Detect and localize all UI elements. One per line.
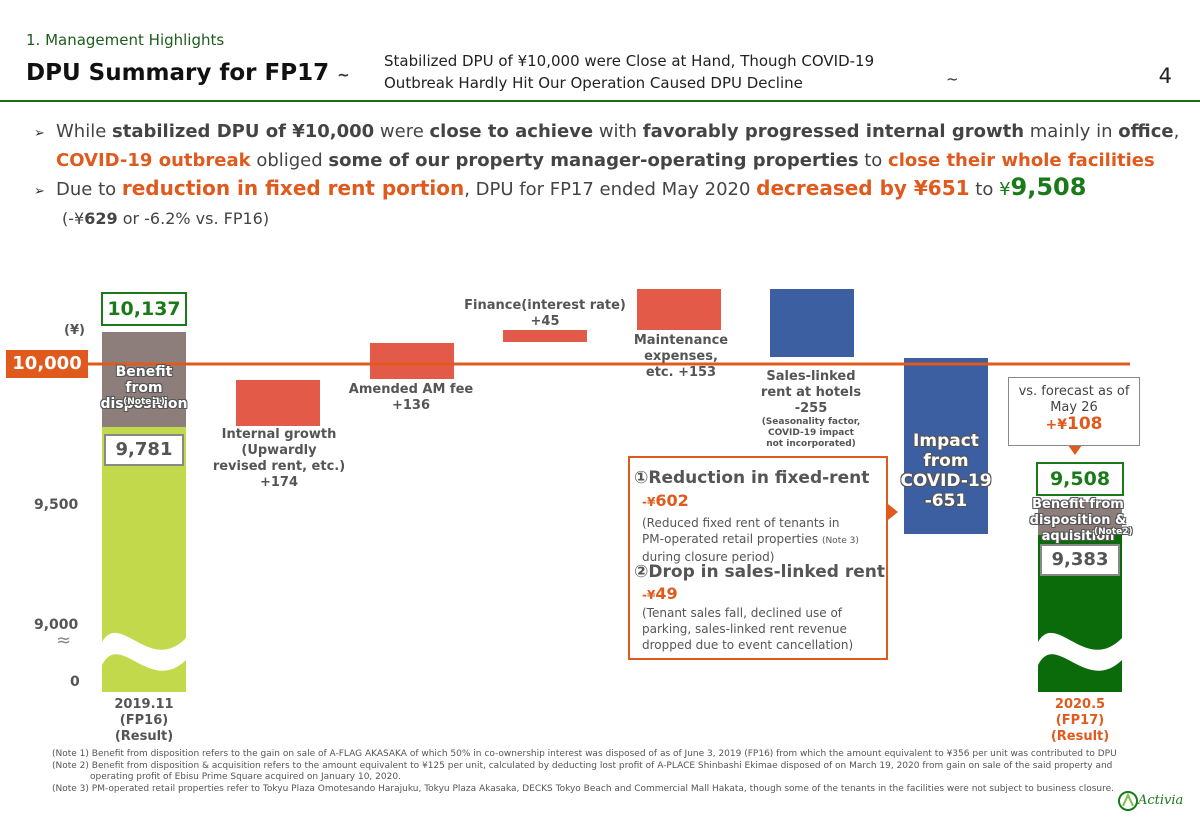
bar-internal-growth — [236, 380, 320, 426]
y-tick-9000: 9,000 — [34, 617, 79, 633]
dpu-waterfall-chart — [88, 289, 1130, 692]
bullet-2-cont: (-¥629 or -6.2% vs. FP16) — [62, 209, 270, 228]
forecast-note: vs. forecast as of May 26 +¥108 — [1008, 377, 1140, 446]
bar-sales-linked-hotels — [770, 289, 854, 357]
internal-growth-label: Internal growth (Upwardly revised rent, … — [212, 427, 346, 490]
logo-text: Activia — [1138, 793, 1184, 808]
page-title: DPU Summary for FP17 ~ — [26, 60, 350, 86]
maintenance-label: Maintenance expenses, etc. +153 — [633, 333, 729, 380]
bullet-arrow-icon: ➢ — [34, 126, 45, 141]
section-label: 1. Management Highlights — [26, 31, 225, 49]
summary-bullets: ➢ While stabilized DPU of ¥10,000 were cl… — [34, 118, 1200, 232]
bullet-arrow-icon: ➢ — [34, 184, 45, 199]
logo-mark-icon — [1118, 791, 1138, 811]
bar-amended-am-fee — [370, 343, 454, 379]
page-number: 4 — [1158, 64, 1172, 88]
tilde-right: ~ — [946, 70, 959, 88]
footnotes: (Note 1) Benefit from disposition refers… — [52, 749, 1172, 795]
bar-fp17-benefit — [1038, 502, 1122, 535]
subtitle-line-2: Outbreak Hardly Hit Our Operation Caused… — [384, 74, 803, 92]
subtitle-line-1: Stabilized DPU of ¥10,000 were Close at … — [384, 52, 875, 70]
finance-label: Finance(interest rate) +45 — [464, 298, 626, 329]
bar-covid-impact — [904, 358, 988, 534]
note-1: (Note 1) Benefit from disposition refers… — [52, 749, 1117, 759]
callout-item2-head: ②Drop in sales-linked rent — [634, 562, 885, 582]
activia-logo: Activia — [1118, 788, 1188, 816]
note-2-cont: operating profit of Ebisu Prime Square a… — [90, 772, 401, 782]
axis-break-fp17 — [1038, 632, 1122, 671]
sales-linked-hotels-label: Sales-linked rent at hotels -255 — [760, 369, 862, 416]
callout-item1-value: -¥602 — [642, 491, 689, 510]
tilde-left: ~ — [337, 66, 350, 84]
callout-item2-desc: (Tenant sales fall, declined use of park… — [642, 606, 854, 652]
note-3: (Note 3) PM-operated retail properties r… — [52, 783, 1115, 794]
fp16-total-label: 10,137 — [101, 292, 187, 326]
page-subtitle: Stabilized DPU of ¥10,000 were Close at … — [384, 50, 874, 94]
callout-item1-desc: (Reduced fixed rent of tenants in PM-ope… — [642, 516, 859, 564]
header-rule — [0, 100, 1200, 102]
bullet-2: ➢ Due to reduction in fixed rent portion,… — [34, 174, 1200, 205]
reference-line-label: 10,000 — [6, 350, 88, 378]
forecast-arrow-icon — [1068, 445, 1082, 455]
page-title-text: DPU Summary for FP17 — [26, 60, 330, 86]
bullet-1: ➢ While stabilized DPU of ¥10,000 were cl… — [34, 118, 1200, 147]
callout-item2-value: -¥49 — [642, 584, 678, 603]
fp17-total-label: 9,508 — [1036, 462, 1124, 496]
bar-fp16-benefit — [102, 332, 186, 427]
axis-break-icon: ≈ — [56, 630, 72, 651]
fp16-base-label: 9,781 — [104, 434, 184, 466]
bullet-1-cont: COVID-19 outbreak obliged some of our pr… — [56, 150, 1155, 171]
axis-break-fp16 — [102, 632, 186, 671]
fp17-benefit-label: Benefit from disposition & aquisition — [1029, 497, 1127, 544]
amended-am-fee-label: Amended AM fee +136 — [348, 382, 474, 413]
fp17-benefit-note: (Note2) — [1094, 527, 1133, 537]
callout-item1-head: ①Reduction in fixed-rent — [634, 468, 870, 488]
fp16-axis-label: 2019.11 (FP16) (Result) — [114, 697, 174, 744]
fp17-base-label: 9,383 — [1040, 544, 1120, 576]
y-tick-9500: 9,500 — [34, 497, 79, 513]
fp17-axis-label: 2020.5 (FP17) (Result) — [1050, 697, 1110, 744]
covid-impact-label: Impact from COVID-19 -651 — [900, 431, 992, 511]
sales-linked-hotels-sub: (Seasonality factor, COVID-19 impact not… — [761, 417, 861, 449]
covid-breakdown-callout: ①Reduction in fixed-rent -¥602 (Reduced … — [628, 456, 888, 660]
bar-maintenance — [637, 289, 721, 330]
y-tick-zero: 0 — [70, 674, 80, 690]
note-2: (Note 2) Benefit from disposition & acqu… — [52, 760, 1113, 771]
fp16-benefit-note: (Note 1) — [123, 397, 165, 407]
bar-finance — [503, 330, 587, 342]
y-unit-label: (¥) — [64, 323, 85, 338]
callout-arrow-icon — [888, 504, 898, 520]
fp16-benefit-label: Benefit from disposition — [100, 364, 188, 412]
